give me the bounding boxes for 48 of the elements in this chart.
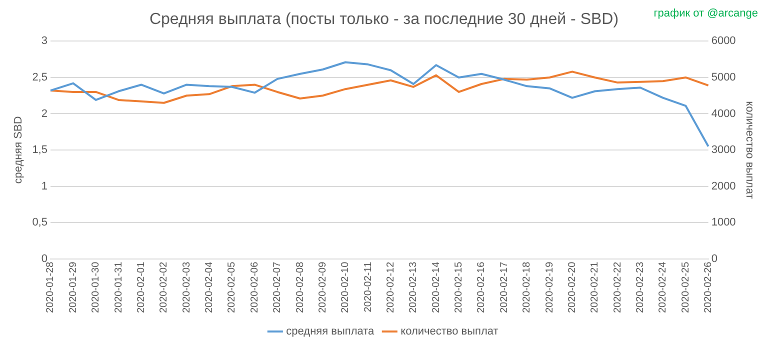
y-tick-label: 0 [41,252,48,265]
x-tick-label: 2020-02-09 [317,261,328,314]
y2-tick-label: 1000 [711,216,736,229]
x-tick-label: 2020-01-28 [45,261,56,314]
x-tick-label: 2020-01-29 [68,261,79,314]
x-tick-label: 2020-02-18 [522,261,533,314]
x-tick-label: 2020-02-15 [454,261,465,314]
x-tick-label: 2020-02-12 [386,261,396,314]
x-tick-label: 2020-02-07 [272,261,284,314]
x-tick-label: 2020-02-14 [430,261,442,314]
y-tick-label: 2,5 [32,72,48,84]
x-tick-label: 2020-02-06 [249,261,260,314]
chart-title: Средняя выплата (посты только - за последние 30 дней - SBD) [149,11,619,28]
x-tick-label: 2020-02-03 [181,261,192,314]
legend-label: количество выплат [400,326,498,338]
x-tick-label: 2020-02-17 [498,261,510,314]
y2-tick-label: 5000 [711,72,736,84]
x-tick-label: 2020-02-22 [612,261,624,314]
y2-tick-label: 6000 [711,35,736,48]
y-tick-label: 3 [41,35,48,48]
x-tick-label: 2020-02-05 [226,261,238,314]
y-axis-title: средняя SBD [12,116,25,184]
x-tick-label: 2020-02-19 [544,261,556,314]
x-tick-label: 2020-02-01 [136,261,147,314]
y2-axis-title: количество выплат [743,101,756,199]
x-tick-label: 2020-01-31 [113,261,124,314]
y2-tick-label: 3000 [711,144,736,156]
text: график от @arcange [654,8,758,20]
legend-label: средняя выплата [286,326,376,338]
y-tick-label: 2 [41,108,48,120]
y-tick-label: 1,5 [32,144,48,156]
x-tick-label: 2020-02-25 [680,261,692,314]
x-tick-label: 2020-02-20 [566,261,578,314]
y-tick-label: 1 [41,180,48,192]
y2-tick-label: 2000 [711,180,736,192]
x-tick-label: 2020-02-11 [362,261,374,312]
x-tick-label: 2020-01-30 [90,261,102,314]
x-tick-label: 2020-02-16 [476,261,488,314]
x-tick-label: 2020-02-24 [658,261,669,314]
y-tick-label: 0,5 [32,216,48,229]
x-tick-label: 2020-02-10 [340,261,352,314]
x-tick-label: 2020-02-02 [158,261,170,314]
x-tick-label: 2020-02-08 [294,261,306,314]
x-tick-label: 2020-02-23 [635,261,646,314]
x-tick-label: 2020-02-04 [204,261,216,314]
x-tick-label: 2020-02-21 [590,261,601,314]
x-tick-label: 2020-02-13 [408,261,420,314]
y2-tick-label: 4000 [711,108,736,120]
